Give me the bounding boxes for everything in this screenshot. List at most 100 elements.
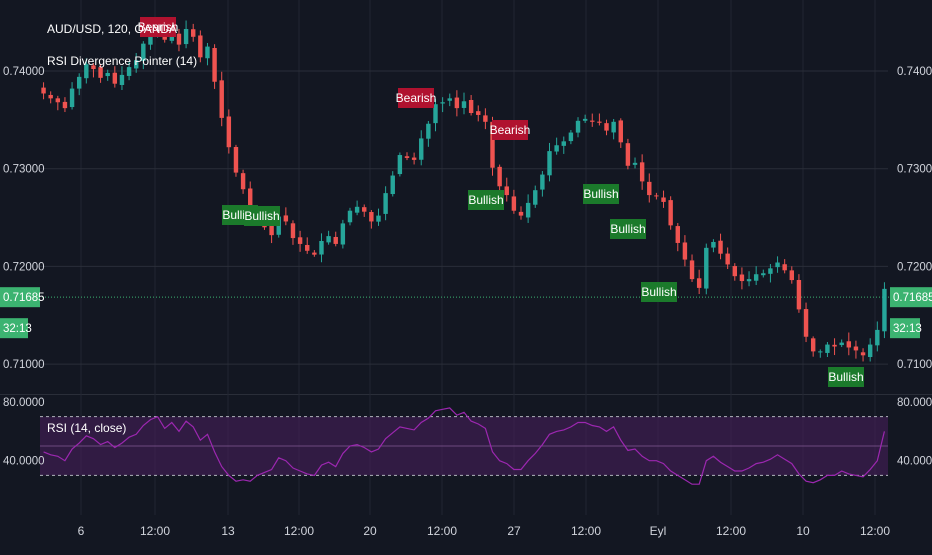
countdown-badge xyxy=(890,318,920,339)
candle-body xyxy=(226,116,232,148)
signal-badge xyxy=(140,17,176,37)
candle-body xyxy=(476,111,481,115)
candle-body xyxy=(326,236,331,243)
candle-body xyxy=(711,241,716,248)
candle-body xyxy=(440,102,445,104)
rsi-line xyxy=(43,407,885,485)
candle-body xyxy=(119,74,125,85)
bearish-signal-label: Bearish xyxy=(490,123,531,137)
candle-body xyxy=(803,309,809,337)
price-tick-label-left: 0.73000 xyxy=(3,164,45,176)
candle-body xyxy=(761,273,766,276)
candle-body xyxy=(810,338,816,352)
candle-body xyxy=(611,121,616,133)
candle-body xyxy=(839,342,844,346)
candle-body xyxy=(397,155,403,175)
candle-body xyxy=(511,196,517,211)
candle-body xyxy=(525,202,531,218)
candle-body xyxy=(582,118,588,121)
candle-body xyxy=(112,72,118,84)
candle-body xyxy=(340,223,346,245)
price-tick-label-right: 0.74000 xyxy=(897,66,932,78)
candle-body xyxy=(704,247,709,289)
candle-body xyxy=(675,226,680,243)
candle-body xyxy=(290,223,296,239)
current-price-badge xyxy=(890,287,932,308)
candle-body xyxy=(533,190,538,205)
candle-body xyxy=(882,288,887,332)
candle-body xyxy=(568,132,574,142)
candle-body xyxy=(875,329,880,346)
candle-body xyxy=(825,344,830,353)
axes: 6 12:00 13 12:00 20 12:00 27 12:00 Eyl 12:00 10 12:… xyxy=(0,66,932,538)
candle-body xyxy=(411,157,417,160)
candle-body xyxy=(212,48,217,82)
candle-body xyxy=(433,104,438,124)
candle-body xyxy=(312,252,317,255)
candle-body xyxy=(41,87,46,94)
candle-body xyxy=(846,341,852,348)
candle-body xyxy=(768,268,773,274)
rsi-tick-label-left: 80.0000 xyxy=(3,397,45,409)
candle-body xyxy=(84,64,89,79)
current-price-label: 0.71685 xyxy=(3,292,45,304)
candle-body xyxy=(746,279,752,282)
candle-body xyxy=(782,264,787,271)
candle-body xyxy=(183,28,189,45)
candle-body xyxy=(126,67,132,76)
candle-body xyxy=(141,43,146,61)
candle-body xyxy=(362,207,367,212)
candle-body xyxy=(347,210,353,223)
candle-body xyxy=(55,98,61,103)
candle-body xyxy=(176,33,182,45)
candle-body xyxy=(618,120,623,143)
candles xyxy=(41,17,887,362)
candle-body xyxy=(191,29,196,37)
price-tick-label-left: 0.71000 xyxy=(3,359,45,371)
time-tick-label: 6 xyxy=(78,524,85,538)
candle-body xyxy=(404,156,410,158)
candle-body xyxy=(639,162,645,182)
candle-body xyxy=(796,279,802,310)
time-tick-label: 12:00 xyxy=(427,524,457,538)
candle-body xyxy=(689,260,695,280)
candle-body xyxy=(867,344,873,358)
signals: Bearish Bullish Bullish Bearish Bullish Beari… xyxy=(138,17,864,387)
symbol-title: AUD/USD, 120, OANDA xyxy=(47,22,178,36)
rsi-title: RSI (14, close) xyxy=(47,421,127,435)
rsi-tick-label-right: 40.0000 xyxy=(897,456,932,468)
candle-body xyxy=(853,346,859,351)
bullish-signal-label: Bullish xyxy=(583,187,618,201)
candle-body xyxy=(205,46,210,59)
candle-body xyxy=(105,72,110,77)
candle-body xyxy=(269,225,274,236)
candle-body xyxy=(426,123,431,139)
signal-badge xyxy=(468,190,504,210)
candle-body xyxy=(461,101,467,108)
indicator-title: RSI Divergence Pointer (14) xyxy=(47,54,198,68)
candle-body xyxy=(753,274,759,281)
signal-badge xyxy=(492,120,528,140)
current-price-label: 0.71685 xyxy=(893,292,932,304)
candle-body xyxy=(248,188,253,210)
candle-body xyxy=(590,120,595,122)
price-tick-label-left: 0.74000 xyxy=(3,66,45,78)
bullish-signal-label: Bullish xyxy=(610,222,645,236)
candle-body xyxy=(369,212,374,222)
price-tick-label-right: 0.73000 xyxy=(897,164,932,176)
candle-body xyxy=(233,146,239,173)
candle-body xyxy=(148,31,153,45)
candle-body xyxy=(661,197,666,202)
bearish-signal-label: Bearish xyxy=(138,20,179,34)
candle-body xyxy=(354,206,360,213)
bullish-signal-label: Bullish xyxy=(641,285,676,299)
signal-badge xyxy=(398,88,434,108)
candle-body xyxy=(447,98,452,101)
time-tick-label: 20 xyxy=(363,524,377,538)
candle-body xyxy=(483,115,488,122)
candle-body xyxy=(305,244,310,251)
candle-body xyxy=(219,80,224,118)
time-tick-label: 12:00 xyxy=(284,524,314,538)
